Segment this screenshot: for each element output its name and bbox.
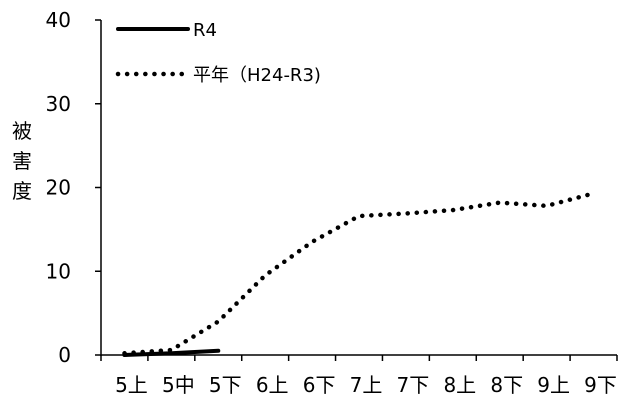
x-tick-label: 9上	[537, 373, 570, 397]
x-tick-label: 7上	[350, 373, 383, 397]
series-line-normal-year	[122, 191, 596, 356]
x-tick-label: 5下	[209, 373, 242, 397]
legend-label: 平年（H24-R3)	[193, 65, 321, 86]
y-tick-label: 10	[46, 259, 71, 283]
x-ticks: 5上 5中 5下 6上 6下 7上 7下 8上 8下 9上 9下	[100, 355, 618, 397]
x-tick-label: 7下	[397, 373, 430, 397]
y-tick-label: 30	[46, 92, 71, 116]
legend-label: R4	[193, 20, 217, 41]
x-tick-label: 6上	[256, 373, 289, 397]
x-tick-label: 8下	[490, 373, 523, 397]
y-tick-label: 0	[58, 343, 71, 367]
y-ticks: 0 10 20 30 40	[46, 8, 101, 367]
x-tick-label: 9下	[584, 373, 617, 397]
y-tick-label: 20	[46, 176, 71, 200]
series-line-r4	[122, 348, 221, 357]
x-tick-label: 8上	[443, 373, 476, 397]
y-axis-label-char: 被	[12, 119, 32, 143]
x-tick-label: 6下	[303, 373, 336, 397]
x-tick-label: 5中	[162, 373, 195, 397]
y-tick-label: 40	[46, 8, 71, 32]
series-layer	[122, 191, 596, 357]
axes	[100, 20, 617, 356]
y-axis-label-char: 度	[12, 179, 32, 203]
legend: R4 平年（H24-R3)	[115, 20, 321, 86]
x-tick-label: 5上	[115, 373, 148, 397]
y-axis-label-char: 害	[12, 149, 32, 173]
y-axis-label: 被害度	[12, 119, 32, 203]
